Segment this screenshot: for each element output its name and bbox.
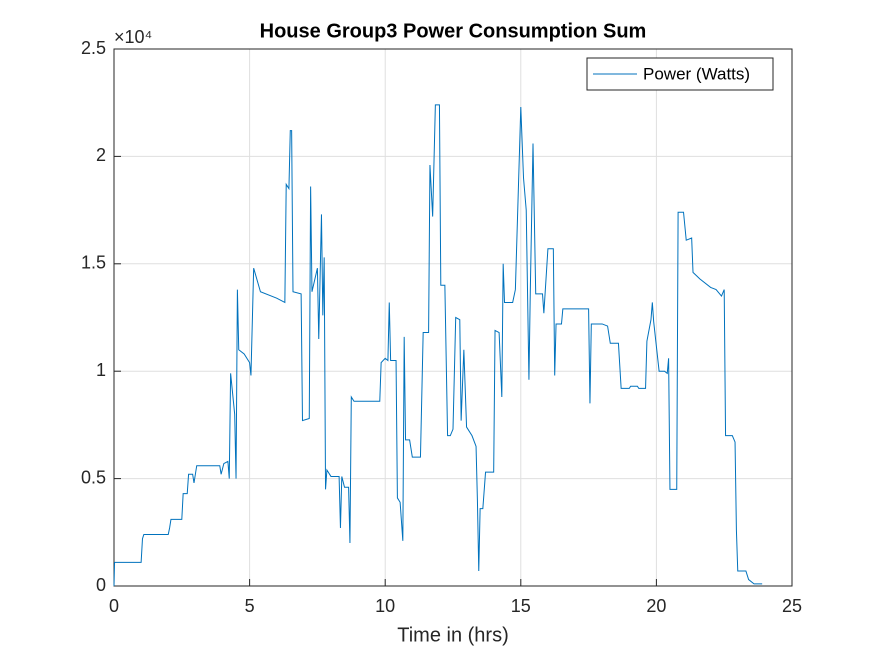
plot-frame	[113, 48, 793, 587]
data-line	[113, 104, 763, 587]
y-tick-label: 0	[96, 575, 106, 595]
y-tick-label: 1.5	[81, 253, 106, 273]
y-tick-label: 0.5	[81, 467, 106, 487]
legend-label: Power (Watts)	[643, 64, 750, 83]
y-scale-label: ×10⁴	[114, 27, 152, 47]
x-tick-label: 25	[782, 596, 802, 616]
x-tick-label: 10	[375, 596, 395, 616]
x-axis-label: Time in (hrs)	[397, 624, 508, 646]
x-tick-label: 0	[109, 596, 119, 616]
x-tick-label: 20	[646, 596, 666, 616]
y-tick-label: 2.5	[81, 38, 106, 58]
chart-title: House Group3 Power Consumption Sum	[260, 20, 647, 42]
y-tick-label: 2	[96, 145, 106, 165]
y-tick-label: 1	[96, 360, 106, 380]
x-tick-label: 15	[511, 596, 531, 616]
x-tick-label: 5	[245, 596, 255, 616]
